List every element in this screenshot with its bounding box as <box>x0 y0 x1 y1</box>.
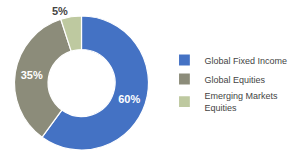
svg-text:Emerging MarketsEquities: Emerging MarketsEquities <box>204 91 278 113</box>
svg-text:5%: 5% <box>52 5 68 17</box>
svg-text:60%: 60% <box>118 93 140 105</box>
svg-text:Global Fixed Income: Global Fixed Income <box>204 56 287 66</box>
svg-text:35%: 35% <box>21 69 43 81</box>
svg-text:Global Equities: Global Equities <box>204 75 265 85</box>
